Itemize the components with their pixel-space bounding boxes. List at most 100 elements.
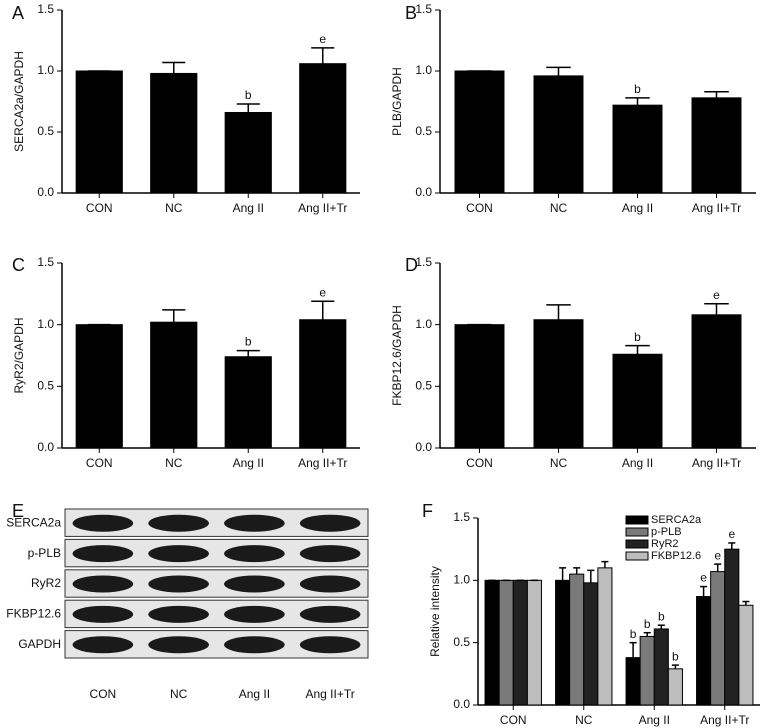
blot-band — [72, 636, 134, 654]
y-axis-label: SERCA2a/GAPDH — [12, 51, 26, 152]
row-label: RyR2 — [31, 576, 61, 590]
annotation: b — [245, 88, 252, 102]
bar — [691, 314, 742, 449]
legend-label: FKBP12.6 — [651, 550, 701, 562]
row-label: SERCA2a — [6, 515, 61, 529]
blot-band — [224, 605, 285, 623]
x-tick-label: NC — [550, 201, 568, 215]
bar — [612, 353, 663, 449]
bar — [150, 321, 198, 449]
legend-swatch — [625, 551, 649, 561]
panel-label: B — [405, 3, 417, 23]
y-axis-label: FKBP12.6/GAPDH — [390, 305, 404, 406]
y-tick-label: 1.5 — [453, 510, 470, 524]
bar — [533, 75, 584, 194]
bar — [555, 579, 571, 706]
x-tick-label: CON — [466, 456, 493, 470]
legend-swatch — [625, 539, 649, 549]
x-tick-label: Ang II+Tr — [700, 713, 749, 727]
x-tick-label: NC — [550, 456, 568, 470]
x-tick-label: Ang II — [639, 713, 670, 727]
blot-band — [72, 545, 134, 563]
panel-label: F — [422, 501, 433, 521]
x-tick-label: Ang II — [233, 456, 264, 470]
legend-swatch — [625, 527, 649, 537]
panel-label: E — [12, 501, 24, 521]
bar — [299, 63, 347, 194]
blot-band — [72, 575, 134, 593]
bar — [454, 324, 505, 449]
blot-band — [72, 605, 134, 623]
x-tick-label: Ang II — [233, 201, 264, 215]
y-tick-label: 1.0 — [37, 317, 54, 331]
x-tick-label: CON — [500, 713, 527, 727]
annotation: e — [713, 288, 720, 302]
blot-band — [299, 545, 361, 563]
bar — [691, 97, 742, 194]
annotation: b — [630, 627, 637, 641]
y-tick-label: 0.0 — [415, 440, 432, 454]
x-tick-label: Ang II+Tr — [692, 201, 741, 215]
annotation: b — [634, 82, 641, 96]
blot-band — [224, 636, 285, 654]
blot-band — [299, 605, 361, 623]
x-tick-label: NC — [575, 713, 593, 727]
panel-label: C — [12, 255, 25, 275]
legend-swatch — [625, 515, 649, 525]
legend-label: SERCA2a — [651, 514, 702, 526]
bar — [299, 319, 347, 449]
annotation: e — [319, 32, 326, 46]
x-tick-label: Ang II+Tr — [692, 456, 741, 470]
y-tick-label: 0.0 — [37, 440, 54, 454]
y-tick-label: 0.5 — [37, 379, 54, 393]
bar — [724, 548, 740, 706]
annotation: b — [672, 649, 679, 663]
bar — [526, 579, 542, 706]
bar — [498, 579, 514, 706]
bar — [583, 582, 599, 706]
bar — [625, 657, 641, 706]
blot-band — [148, 636, 209, 654]
bar — [653, 628, 669, 706]
blot-band — [148, 575, 209, 593]
annotation: e — [319, 285, 326, 299]
x-tick-label: Ang II+Tr — [298, 201, 347, 215]
x-tick-label: Ang II — [622, 201, 653, 215]
bar — [533, 319, 584, 449]
x-tick-label: CON — [86, 201, 113, 215]
y-axis-label: RyR2/GAPDH — [12, 317, 26, 393]
y-tick-label: 0.5 — [415, 124, 432, 138]
x-tick-label: CON — [90, 687, 117, 701]
y-tick-label: 1.5 — [415, 255, 432, 269]
x-tick-label: Ang II+Tr — [306, 687, 355, 701]
bar — [639, 635, 655, 706]
y-axis-label: Relative intensity — [428, 566, 442, 657]
y-axis-label: PLB/GAPDH — [390, 67, 404, 136]
bar — [710, 571, 726, 706]
bar — [512, 579, 528, 706]
bar — [696, 596, 712, 706]
blot-band — [148, 545, 209, 563]
bar — [569, 573, 585, 706]
x-tick-label: CON — [466, 201, 493, 215]
blot-band — [148, 605, 209, 623]
row-label: FKBP12.6 — [6, 607, 61, 621]
annotation: e — [728, 527, 735, 541]
y-tick-label: 1.5 — [415, 2, 432, 16]
panel-label: D — [405, 255, 418, 275]
y-tick-label: 1.5 — [37, 255, 54, 269]
legend-label: p-PLB — [651, 526, 682, 538]
x-tick-label: NC — [170, 687, 188, 701]
bar — [224, 111, 272, 194]
panel-label: A — [12, 3, 24, 23]
blot-band — [299, 514, 361, 532]
annotation: e — [700, 571, 707, 585]
blot-band — [299, 575, 361, 593]
bar — [75, 324, 123, 449]
bar — [484, 579, 500, 706]
x-tick-label: Ang II+Tr — [298, 456, 347, 470]
y-tick-label: 1.0 — [415, 63, 432, 77]
bar — [454, 70, 505, 194]
annotation: b — [644, 617, 651, 631]
